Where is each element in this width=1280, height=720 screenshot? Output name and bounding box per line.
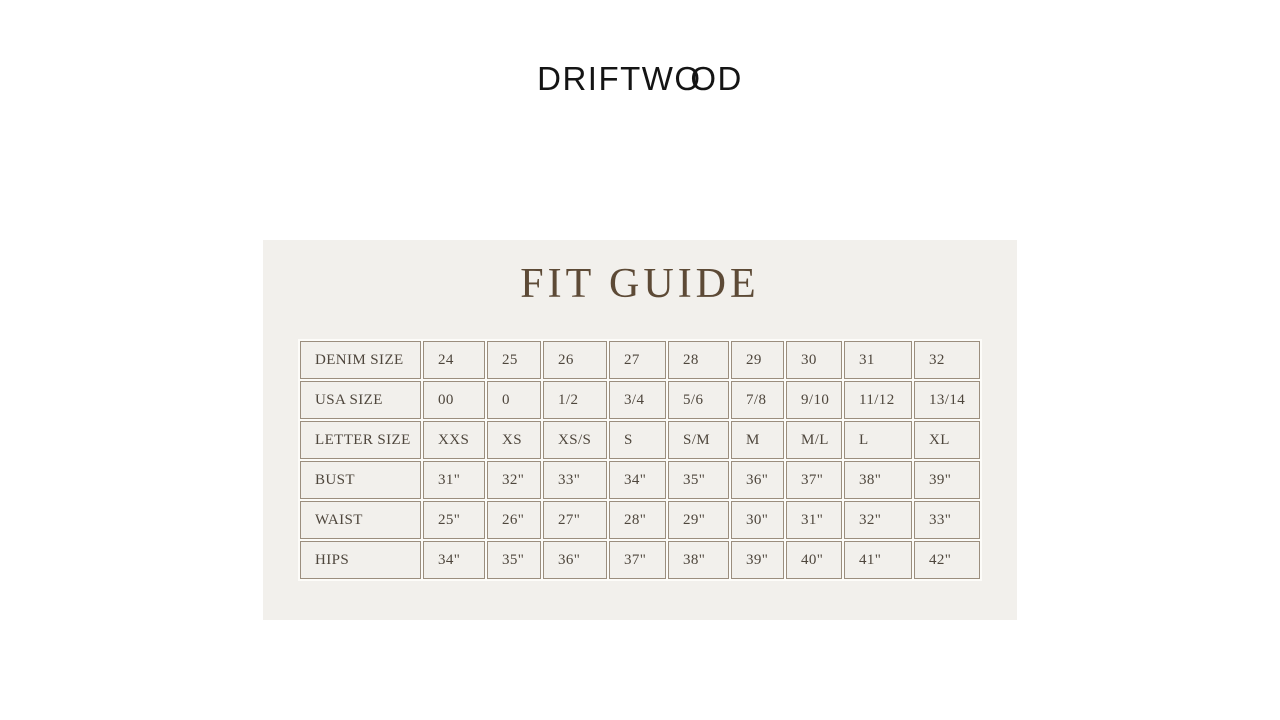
brand-logo-text-start: DRIFTW bbox=[537, 60, 675, 97]
size-cell: 11/12 bbox=[844, 381, 912, 420]
size-cell: XS/S bbox=[543, 421, 607, 460]
size-cell: M/L bbox=[786, 421, 842, 460]
size-cell: 35" bbox=[668, 461, 729, 500]
size-cell: 9/10 bbox=[786, 381, 842, 420]
size-cell: 32" bbox=[487, 461, 541, 500]
size-cell: 24 bbox=[423, 341, 485, 380]
size-cell: 38" bbox=[668, 541, 729, 580]
size-cell: XXS bbox=[423, 421, 485, 460]
size-cell: 13/14 bbox=[914, 381, 980, 420]
size-cell: L bbox=[844, 421, 912, 460]
fit-guide-table: DENIM SIZE 24 25 26 27 28 29 30 31 32 USA SIZE 00 0 1… bbox=[298, 339, 982, 582]
fit-guide-title: FIT GUIDE bbox=[520, 261, 760, 307]
site-header: DRIFTWOOD bbox=[0, 60, 1280, 98]
size-cell: 34" bbox=[423, 541, 485, 580]
size-cell: 37" bbox=[609, 541, 666, 580]
size-cell: 39" bbox=[914, 461, 980, 500]
size-cell: 28 bbox=[668, 341, 729, 380]
size-cell: 3/4 bbox=[609, 381, 666, 420]
size-cell: M bbox=[731, 421, 784, 460]
row-label-cell: BUST bbox=[300, 461, 421, 500]
row-label-cell: USA SIZE bbox=[300, 381, 421, 420]
size-cell: 29 bbox=[731, 341, 784, 380]
size-cell: 38" bbox=[844, 461, 912, 500]
size-cell: 31 bbox=[844, 341, 912, 380]
size-cell: 32" bbox=[844, 501, 912, 540]
size-cell: 40" bbox=[786, 541, 842, 580]
row-label-cell: WAIST bbox=[300, 501, 421, 540]
brand-logo[interactable]: DRIFTWOOD bbox=[537, 60, 743, 98]
size-cell: 1/2 bbox=[543, 381, 607, 420]
fit-guide-table-body: DENIM SIZE 24 25 26 27 28 29 30 31 32 USA SIZE 00 0 1… bbox=[300, 341, 980, 580]
size-cell: XS bbox=[487, 421, 541, 460]
size-cell: 31" bbox=[786, 501, 842, 540]
brand-logo-o-second: O bbox=[690, 60, 718, 97]
size-cell: 25 bbox=[487, 341, 541, 380]
size-cell: 00 bbox=[423, 381, 485, 420]
size-cell: S/M bbox=[668, 421, 729, 460]
size-cell: 31" bbox=[423, 461, 485, 500]
row-label-cell: HIPS bbox=[300, 541, 421, 580]
size-cell: 27" bbox=[543, 501, 607, 540]
size-cell: S bbox=[609, 421, 666, 460]
size-cell: 41" bbox=[844, 541, 912, 580]
brand-logo-o-first: O bbox=[674, 60, 702, 97]
size-cell: 25" bbox=[423, 501, 485, 540]
size-cell: 28" bbox=[609, 501, 666, 540]
table-row: LETTER SIZE XXS XS XS/S S S/M M M/L L XL bbox=[300, 421, 980, 460]
size-cell: 33" bbox=[914, 501, 980, 540]
size-cell: 26" bbox=[487, 501, 541, 540]
fit-guide-panel: FIT GUIDE DENIM SIZE 24 25 26 27 28 29 30 31 32 US… bbox=[263, 240, 1017, 620]
size-cell: 37" bbox=[786, 461, 842, 500]
size-cell: 29" bbox=[668, 501, 729, 540]
table-row: BUST 31" 32" 33" 34" 35" 36" 37" 38" 39" bbox=[300, 461, 980, 500]
table-row: USA SIZE 00 0 1/2 3/4 5/6 7/8 9/10 11/12 13/14 bbox=[300, 381, 980, 420]
size-cell: 32 bbox=[914, 341, 980, 380]
size-cell: 36" bbox=[731, 461, 784, 500]
size-cell: 30" bbox=[731, 501, 784, 540]
size-cell: 5/6 bbox=[668, 381, 729, 420]
size-cell: 30 bbox=[786, 341, 842, 380]
table-row: WAIST 25" 26" 27" 28" 29" 30" 31" 32" 33" bbox=[300, 501, 980, 540]
size-cell: 39" bbox=[731, 541, 784, 580]
size-cell: 33" bbox=[543, 461, 607, 500]
table-row: DENIM SIZE 24 25 26 27 28 29 30 31 32 bbox=[300, 341, 980, 380]
row-label-cell: DENIM SIZE bbox=[300, 341, 421, 380]
size-cell: 36" bbox=[543, 541, 607, 580]
size-cell: 26 bbox=[543, 341, 607, 380]
size-cell: 0 bbox=[487, 381, 541, 420]
size-cell: 42" bbox=[914, 541, 980, 580]
size-cell: XL bbox=[914, 421, 980, 460]
row-label-cell: LETTER SIZE bbox=[300, 421, 421, 460]
table-row: HIPS 34" 35" 36" 37" 38" 39" 40" 41" 42" bbox=[300, 541, 980, 580]
size-cell: 35" bbox=[487, 541, 541, 580]
brand-logo-text-end: D bbox=[717, 60, 743, 97]
size-cell: 7/8 bbox=[731, 381, 784, 420]
size-cell: 34" bbox=[609, 461, 666, 500]
size-cell: 27 bbox=[609, 341, 666, 380]
